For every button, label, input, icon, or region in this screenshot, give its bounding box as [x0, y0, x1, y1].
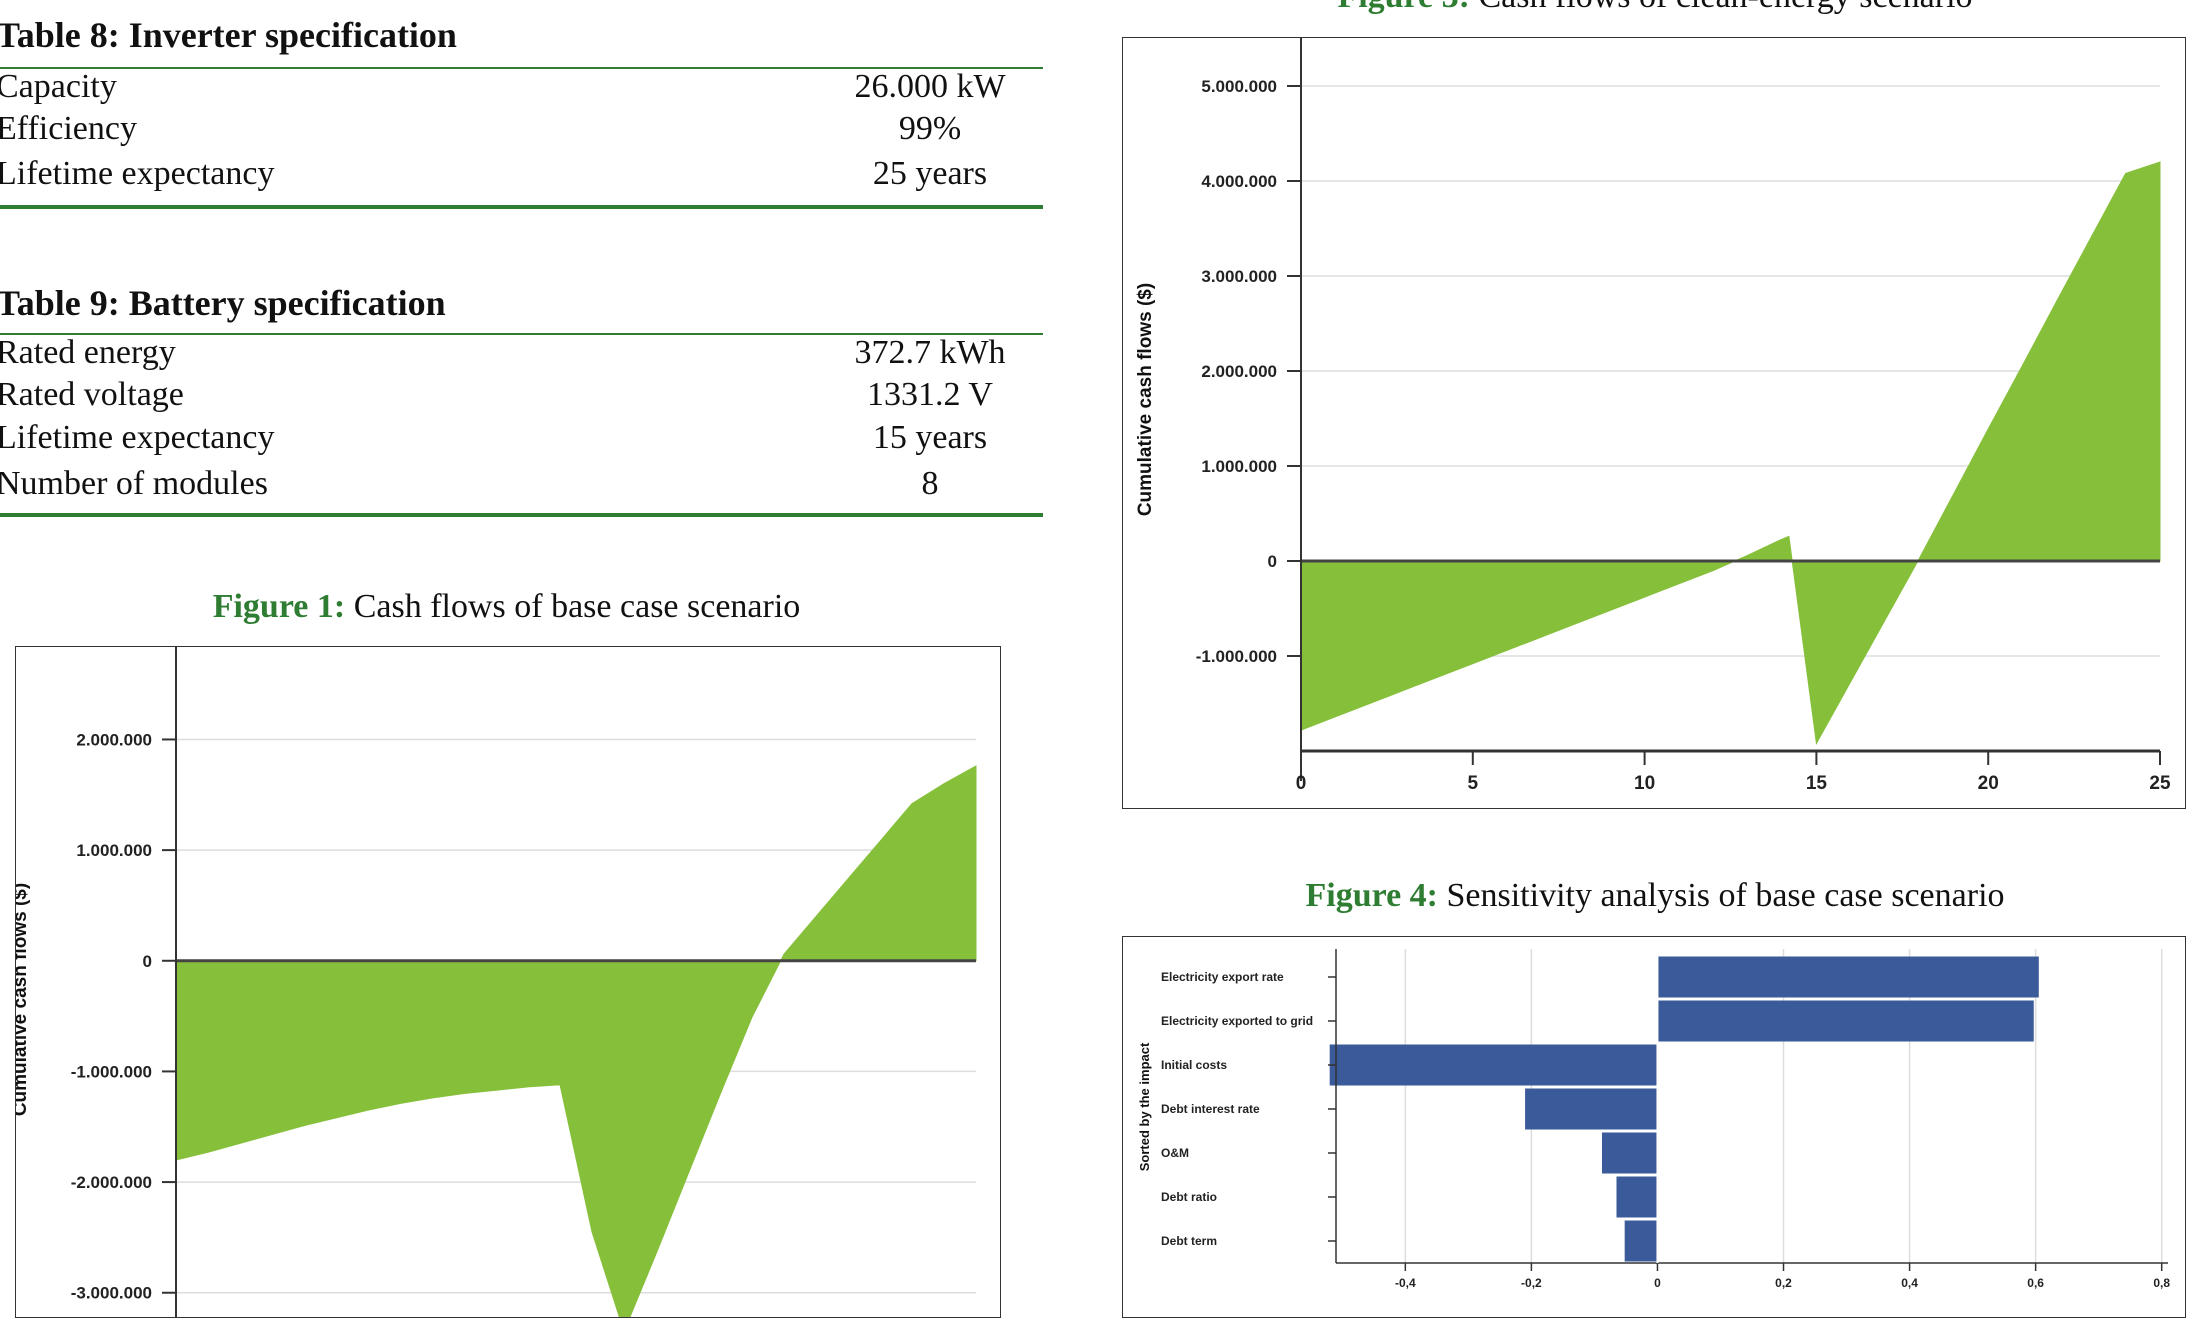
table9-row-value: 372.7 kWh [854, 334, 1006, 371]
table9-bottom-rule [0, 513, 1043, 517]
figure1-y-tick-label: 2.000.000 [76, 730, 152, 749]
figure4-bar [1525, 1088, 1658, 1130]
figure3-y-tick-label: 5.000.000 [1201, 77, 1277, 96]
figure4-x-tick-label: 0 [1654, 1276, 1661, 1290]
table8-row-value: 26.000 kW [854, 68, 1006, 105]
figure4-x-tick-label: 0,8 [2153, 1276, 2170, 1290]
table8-bottom-rule [0, 205, 1043, 209]
figure4-x-tick-label: 0,4 [1901, 1276, 1918, 1290]
figure4-bar [1657, 1000, 2034, 1042]
figure4-y-axis-label: Sorted by the impact [1137, 1042, 1152, 1171]
figure1-y-tick-label: -2.000.000 [71, 1173, 152, 1192]
figure3-x-tick-label: 5 [1468, 773, 1479, 794]
figure4-category-label: O&M [1161, 1146, 1189, 1160]
figure4-bar [1601, 1132, 1658, 1174]
figure4-category-label: Electricity export rate [1161, 970, 1284, 984]
figure3-x-tick-label: 20 [1978, 773, 1999, 794]
figure1-chart: 2.000.000 1.000.000 0 -1.000.000 -2.000.000 -… [16, 647, 977, 1317]
figure1-chart-frame: 2.000.000 1.000.000 0 -1.000.000 -2.000.000 -… [15, 646, 1001, 1318]
figure4-chart-frame: -0,4 -0,2 0 0,2 0,4 0,6 0,8 Electricity export … [1122, 936, 2186, 1318]
figure1-y-tick-label: -3.000.000 [71, 1284, 152, 1303]
figure4-category-label: Debt interest rate [1161, 1102, 1260, 1116]
table9-row-label: Rated voltage [0, 376, 184, 413]
figure1-y-tick-label: 1.000.000 [76, 841, 152, 860]
table9-row-value: 1331.2 V [867, 376, 993, 413]
table9-row-value: 8 [921, 465, 939, 502]
table8-row-value: 99% [898, 110, 962, 147]
figure3-area-series [1300, 161, 2161, 745]
figure3-label: Figure 3: [1337, 0, 1470, 15]
table8-title: Table 8: Inverter specification [0, 15, 457, 55]
figure3-chart-frame: 5.000.000 4.000.000 3.000.000 2.000.000 1.00… [1122, 37, 2186, 809]
table9-row-label: Number of modules [0, 465, 268, 502]
figure1-y-tick-label: 0 [143, 952, 152, 971]
figure4-category-label: Debt term [1161, 1234, 1217, 1248]
figure3-y-tick-label: -1.000.000 [1196, 647, 1277, 666]
figure3-chart: 5.000.000 4.000.000 3.000.000 2.000.000 1.00… [1135, 38, 2171, 794]
figure3-x-tick-label: 0 [1296, 773, 1307, 794]
table8-row-label: Efficiency [0, 110, 137, 147]
figure3-caption-text: Cash flows of clean-energy scenario [1478, 0, 1972, 15]
figure4-category-label: Debt ratio [1161, 1190, 1217, 1204]
figure1-y-axis-label: Cumulative cash flows ($) [16, 883, 31, 1116]
figure4-caption-text: Sensitivity analysis of base case scenar… [1446, 877, 2005, 914]
figure3-caption: Figure 3: Cash flows of clean-energy sce… [1120, 0, 2190, 16]
figure1-caption: Figure 1: Cash flows of base case scenar… [0, 588, 1013, 626]
table8-row-value: 25 years [872, 155, 988, 192]
table8-row-label: Lifetime expectancy [0, 155, 275, 192]
figure3-y-tick-label: 2.000.000 [1201, 362, 1277, 381]
figure4-x-tick-label: 0,2 [1775, 1276, 1792, 1290]
figure3-y-axis-label: Cumulative cash flows ($) [1135, 283, 1156, 516]
figure1-caption-text: Cash flows of base case scenario [353, 588, 801, 625]
figure4-x-tick-label: -0,2 [1521, 1276, 1542, 1290]
figure4-x-tick-label: -0,4 [1395, 1276, 1416, 1290]
table9-row-label: Rated energy [0, 334, 176, 371]
figure1-area-series [175, 765, 977, 1317]
figure3-y-tick-label: 4.000.000 [1201, 172, 1277, 191]
table9-title: Table 9: Battery specification [0, 283, 446, 323]
figure3-y-tick-label: 1.000.000 [1201, 457, 1277, 476]
table8-row-label: Capacity [0, 68, 117, 105]
figure3-x-tick-label: 15 [1806, 773, 1828, 794]
figure3-y-tick-label: 3.000.000 [1201, 267, 1277, 286]
figure4-bar [1329, 1044, 1658, 1086]
figure1-y-tick-label: -1.000.000 [71, 1062, 152, 1081]
figure4-bar [1624, 1220, 1658, 1262]
figure3-x-tick-label: 25 [2149, 773, 2171, 794]
figure4-x-tick-label: 0,6 [2027, 1276, 2044, 1290]
figure3-y-tick-label: 0 [1268, 552, 1277, 571]
figure1-label: Figure 1: [212, 588, 346, 625]
figure4-category-label: Initial costs [1161, 1058, 1227, 1072]
table9-row-value: 15 years [872, 419, 988, 456]
figure4-label: Figure 4: [1305, 877, 1438, 914]
table8-top-rule [0, 67, 1043, 69]
figure4-caption: Figure 4: Sensitivity analysis of base c… [1120, 877, 2190, 915]
figure3-x-tick-label: 10 [1634, 773, 1655, 794]
table9-top-rule [0, 333, 1043, 335]
figure4-bar [1616, 1176, 1658, 1218]
table9-row-label: Lifetime expectancy [0, 419, 275, 456]
figure4-chart: -0,4 -0,2 0 0,2 0,4 0,6 0,8 Electricity export … [1137, 949, 2170, 1290]
figure4-category-label: Electricity exported to grid [1161, 1014, 1313, 1028]
figure4-bar [1657, 956, 2039, 998]
